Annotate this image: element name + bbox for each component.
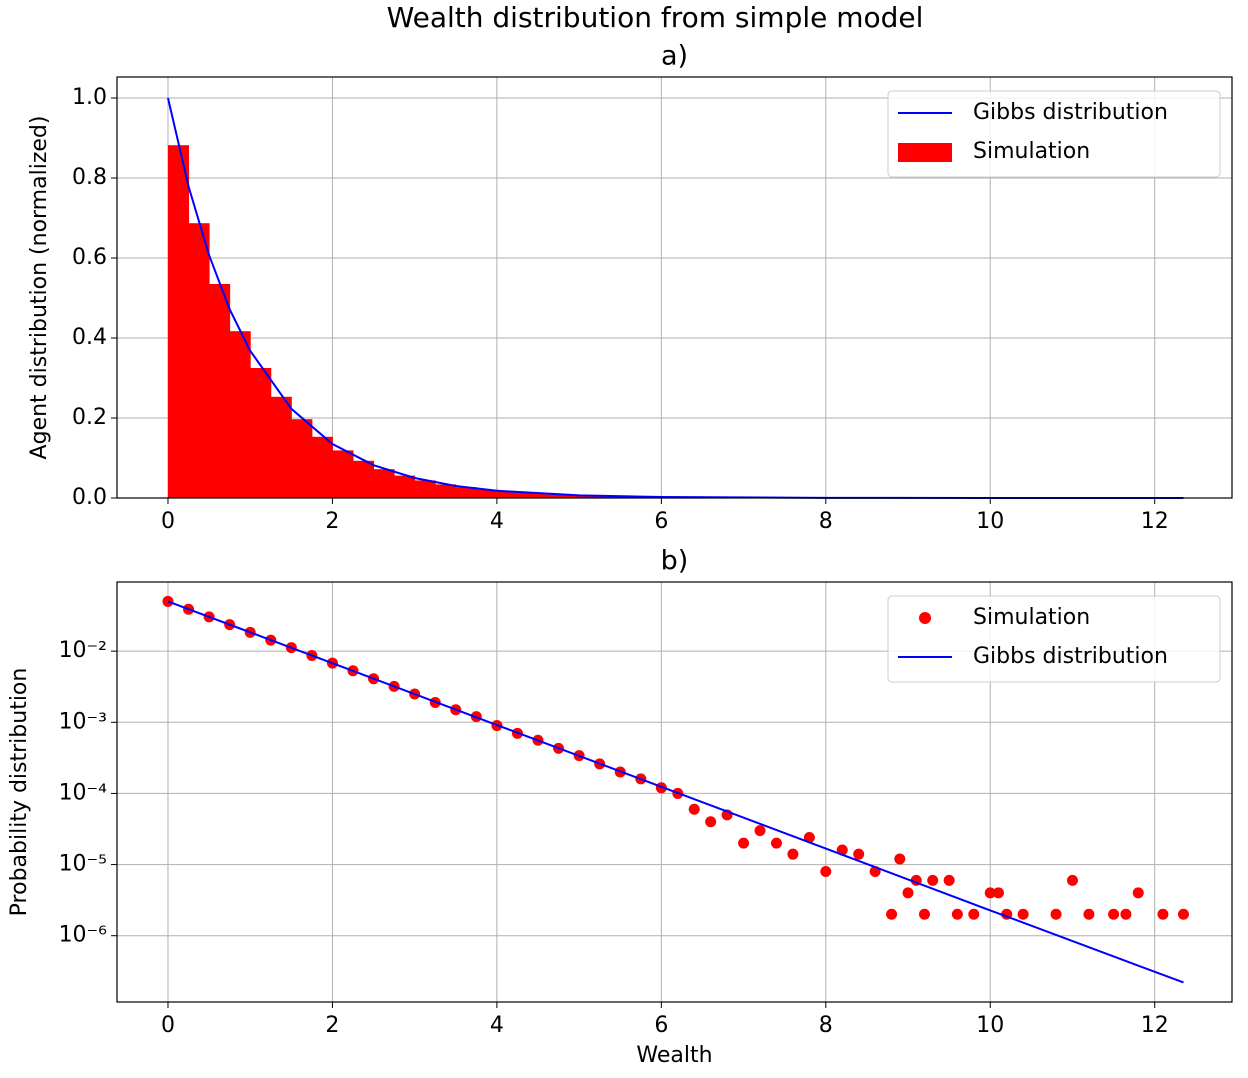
x-tick-label: 12 (1141, 509, 1169, 534)
scatter-point (894, 853, 906, 865)
y-tick-label: 10⁻³ (59, 709, 107, 734)
axes-frame (116, 76, 1233, 499)
y-tick-label: 0.0 (72, 485, 107, 510)
scatter-point (787, 848, 799, 860)
scatter-point (1132, 887, 1144, 899)
scatter-point (1108, 908, 1120, 920)
histogram-bar (291, 419, 313, 498)
scatter-point (886, 908, 898, 920)
x-tick-label: 4 (490, 509, 504, 534)
legend-marker (919, 612, 931, 624)
histogram-bar (558, 494, 580, 498)
x-tick-label: 8 (819, 1013, 833, 1038)
histogram-bar (270, 396, 292, 498)
histogram-bar (517, 492, 539, 498)
x-tick-label: 2 (325, 1013, 339, 1038)
scatter-point (1177, 908, 1189, 920)
histogram-bar (167, 145, 190, 498)
x-tick-label: 12 (1141, 1013, 1169, 1038)
x-tick-label: 4 (490, 1013, 504, 1038)
scatter-point (705, 816, 717, 828)
histogram-bar (209, 284, 231, 498)
scatter-point (927, 874, 939, 886)
legend-marker (898, 143, 952, 162)
legend-label: Gibbs distribution (973, 100, 1168, 125)
x-tick-label: 2 (325, 509, 339, 534)
y-tick-label: 10⁻⁶ (59, 923, 108, 948)
x-tick-label: 6 (654, 1013, 668, 1038)
histogram-bar (394, 475, 416, 498)
histogram-bar (496, 491, 518, 498)
histogram-bar (455, 487, 477, 498)
legend-label: Gibbs distribution (973, 644, 1168, 669)
scatter-point (1120, 908, 1132, 920)
y-tick-label: 0.6 (72, 245, 107, 270)
histogram-bar (332, 450, 354, 498)
histogram-bar (579, 495, 601, 498)
figure-title: Wealth distribution from simple model (387, 1, 924, 34)
scatter-point (951, 908, 963, 920)
histogram-bar (599, 496, 621, 498)
scatter-point (1066, 874, 1078, 886)
histogram-bar (435, 484, 457, 498)
histogram-bar (188, 223, 210, 498)
scatter-point (1050, 908, 1062, 920)
y-tick-label: 0.8 (72, 165, 107, 190)
x-tick-label: 0 (161, 509, 175, 534)
histogram-bar (476, 489, 498, 498)
histogram-bar (311, 436, 333, 498)
scatter-point (688, 803, 700, 815)
histogram-bar (373, 469, 395, 498)
axes-frame (116, 581, 1233, 1003)
legend-label: Simulation (973, 139, 1090, 164)
y-tick-label: 0.2 (72, 405, 107, 430)
legend-box (887, 595, 1221, 683)
y-tick-label: 1.0 (72, 85, 107, 110)
scatter-point (902, 887, 914, 899)
histogram-bar (229, 331, 251, 498)
scatter-point (770, 837, 782, 849)
histogram-bar (414, 480, 436, 498)
scatter-point (984, 887, 996, 899)
histogram-bar (538, 494, 560, 498)
x-tick-label: 10 (976, 1013, 1004, 1038)
x-tick-label: 10 (976, 509, 1004, 534)
x-tick-label: 6 (654, 509, 668, 534)
legend-box (887, 90, 1221, 178)
scatter-point (943, 874, 955, 886)
scatter-point (820, 865, 832, 877)
histogram-bar (250, 368, 272, 498)
subplot-title: a) (661, 41, 688, 72)
y-tick-label: 0.4 (72, 325, 107, 350)
histogram-bar (352, 460, 375, 498)
x-axis-label: Wealth (636, 1043, 712, 1068)
y-tick-label: 10⁻² (59, 638, 107, 663)
scatter-point (853, 848, 865, 860)
scatter-point (968, 908, 980, 920)
scatter-point (1083, 908, 1095, 920)
y-tick-label: 10⁻⁵ (59, 852, 107, 877)
subplot-title: b) (661, 546, 689, 577)
x-tick-label: 8 (819, 509, 833, 534)
scatter-point (754, 825, 766, 837)
y-axis-label: Probability distribution (7, 668, 32, 917)
x-tick-label: 0 (161, 1013, 175, 1038)
scatter-point (918, 908, 930, 920)
legend-label: Simulation (973, 605, 1090, 630)
scatter-point (738, 837, 750, 849)
y-axis-label: Agent distribution (normalized) (27, 116, 52, 460)
y-tick-label: 10⁻⁴ (59, 780, 108, 805)
line (167, 600, 1184, 984)
scatter-point (1017, 908, 1029, 920)
scatter-point (1157, 908, 1169, 920)
scatter-point (992, 887, 1004, 899)
